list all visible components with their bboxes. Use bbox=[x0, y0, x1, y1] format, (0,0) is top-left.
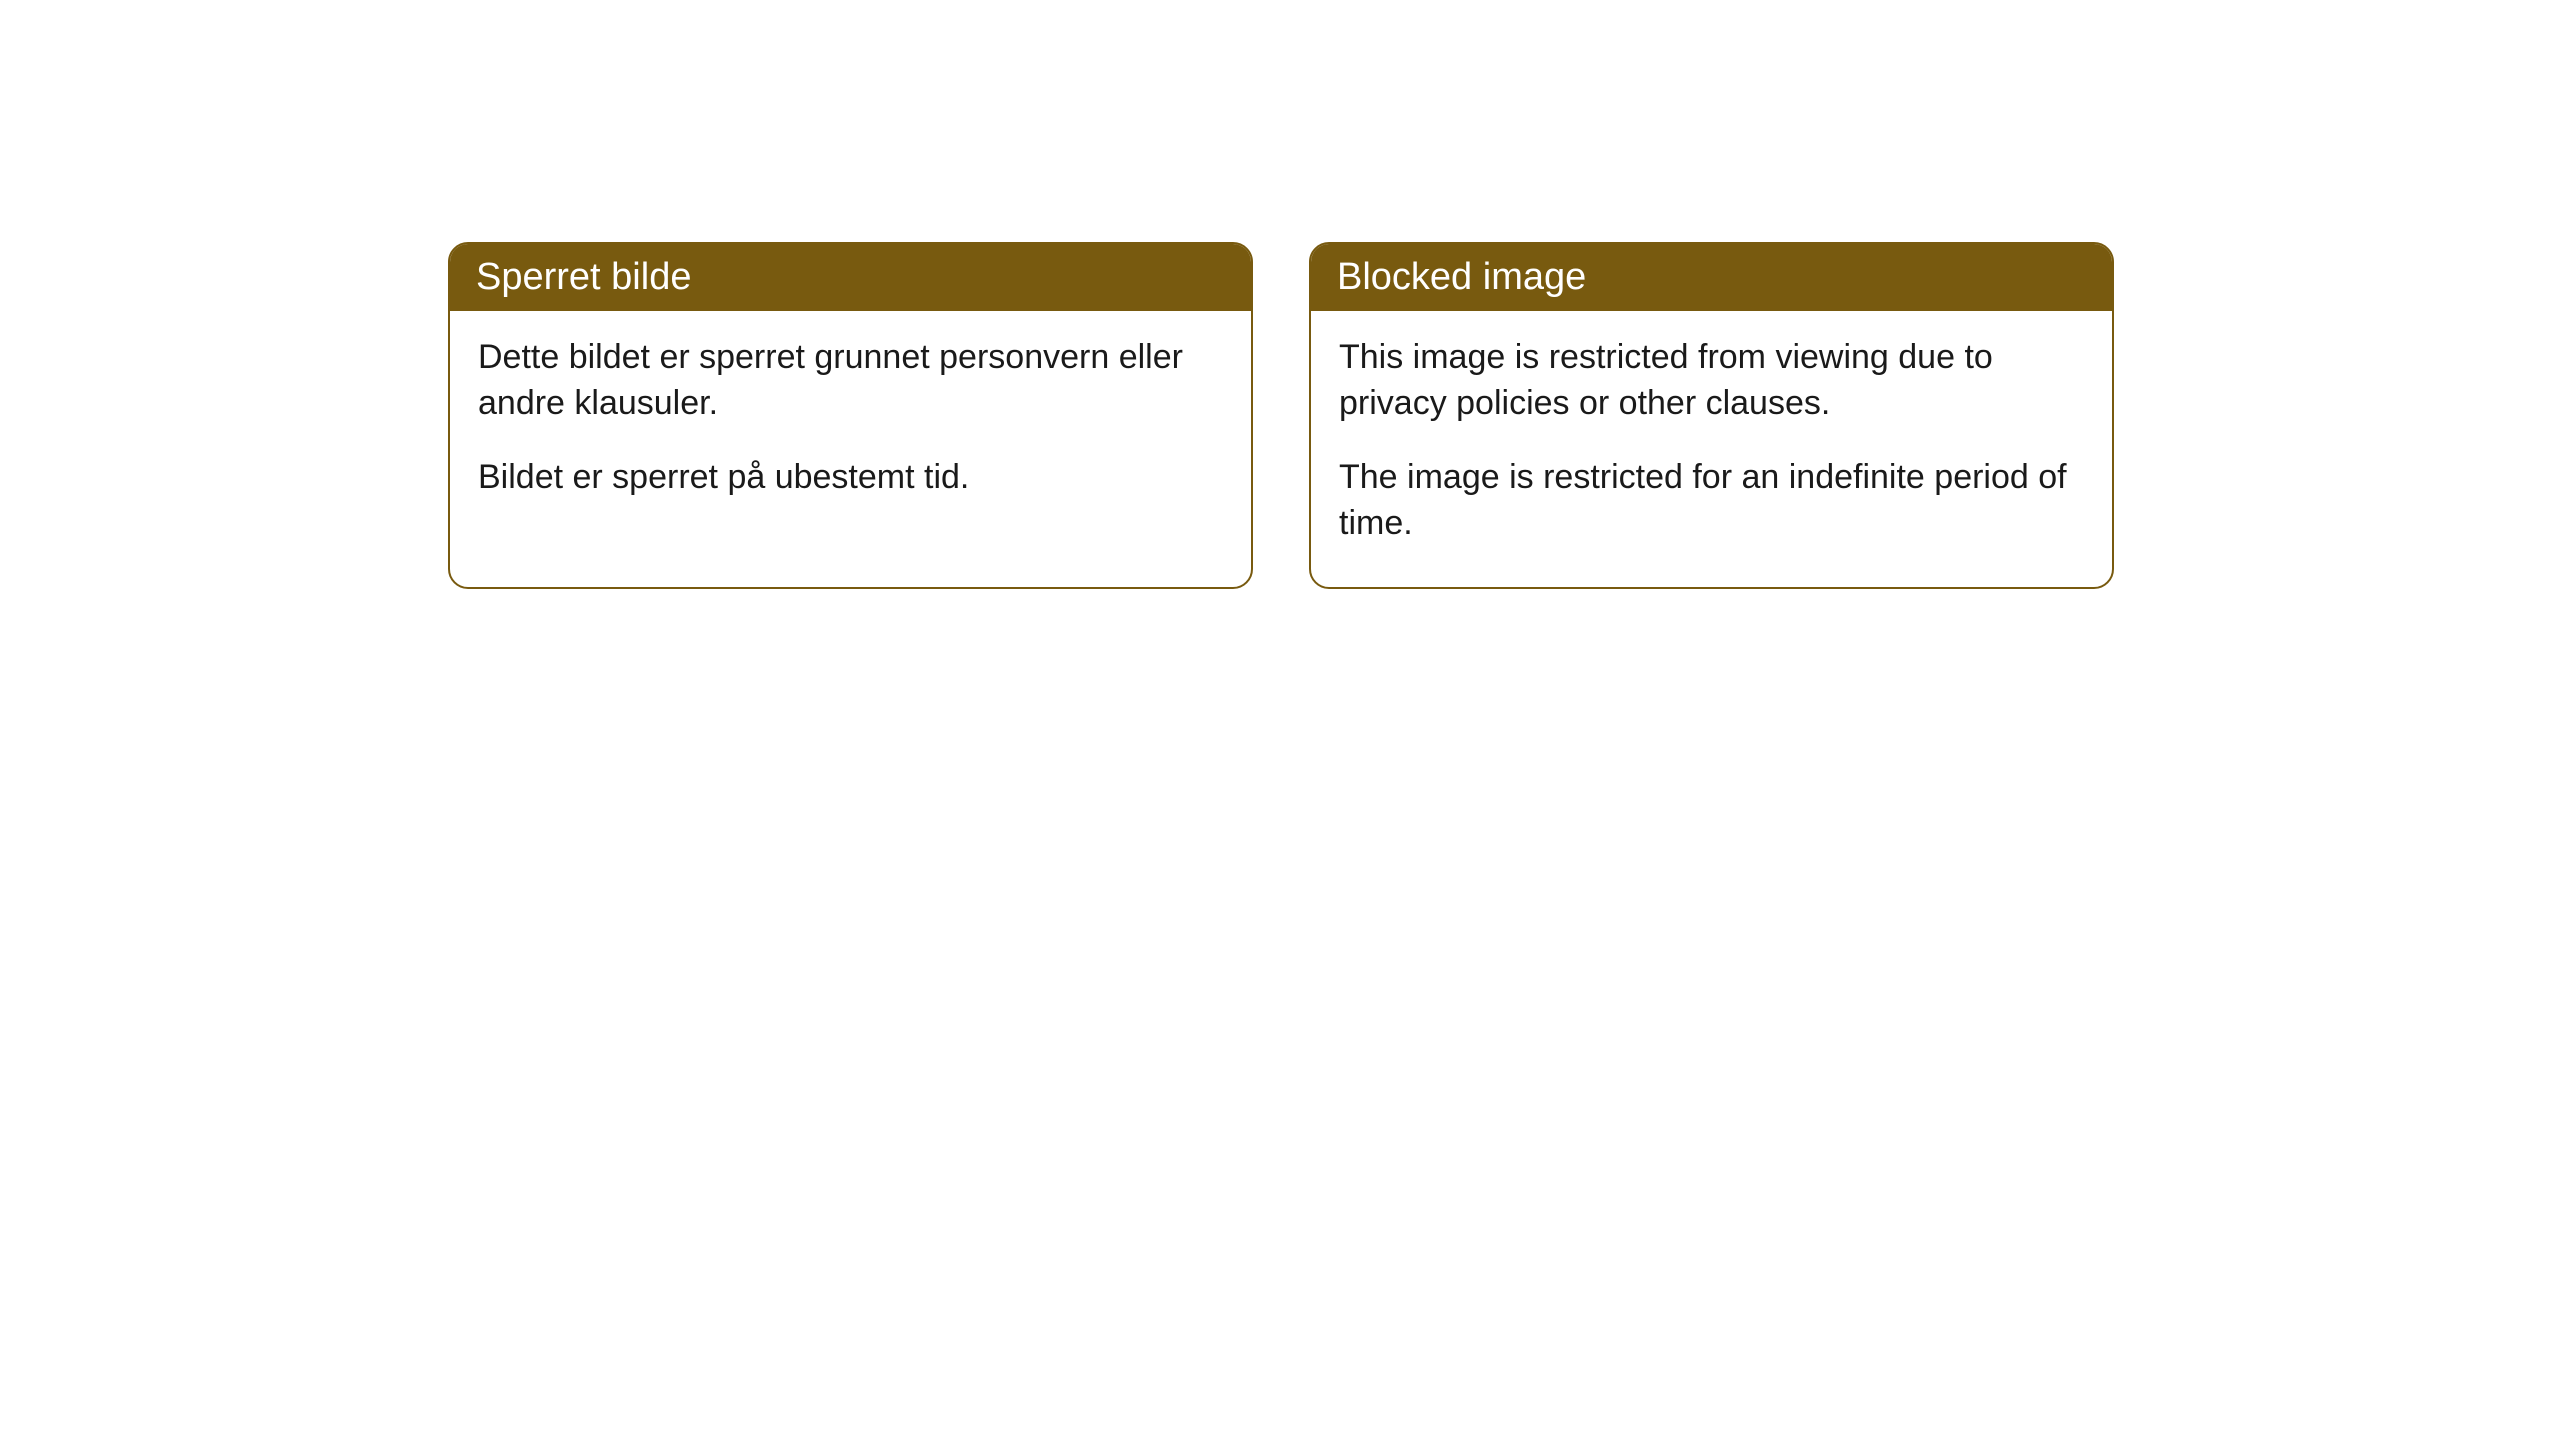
card-paragraph2-english: The image is restricted for an indefinit… bbox=[1339, 455, 2084, 547]
card-body-norwegian: Dette bildet er sperret grunnet personve… bbox=[450, 311, 1251, 541]
cards-container: Sperret bilde Dette bildet er sperret gr… bbox=[0, 0, 2560, 589]
card-title-norwegian: Sperret bilde bbox=[476, 256, 691, 298]
card-header-norwegian: Sperret bilde bbox=[450, 244, 1251, 311]
card-english: Blocked image This image is restricted f… bbox=[1309, 242, 2114, 589]
card-header-english: Blocked image bbox=[1311, 244, 2112, 311]
card-norwegian: Sperret bilde Dette bildet er sperret gr… bbox=[448, 242, 1253, 589]
card-paragraph1-norwegian: Dette bildet er sperret grunnet personve… bbox=[478, 335, 1223, 427]
card-body-english: This image is restricted from viewing du… bbox=[1311, 311, 2112, 587]
card-paragraph1-english: This image is restricted from viewing du… bbox=[1339, 335, 2084, 427]
card-title-english: Blocked image bbox=[1337, 256, 1586, 298]
card-paragraph2-norwegian: Bildet er sperret på ubestemt tid. bbox=[478, 455, 1223, 501]
